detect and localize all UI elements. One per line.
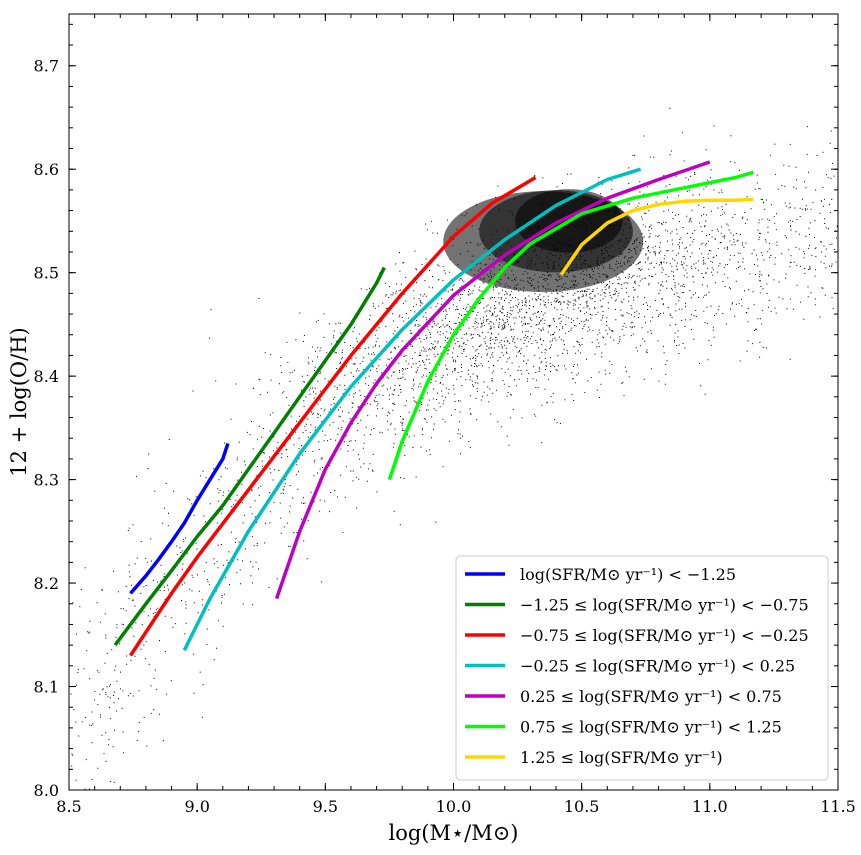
series-line-6: [387, 170, 754, 481]
legend-label: −1.25 ≤ log(SFR/M⊙ yr⁻¹) < −0.75: [520, 596, 809, 615]
y-tick-label: 8.5: [34, 264, 59, 283]
x-tick-label: 10.0: [436, 797, 472, 816]
y-tick-label: 8.3: [34, 471, 59, 490]
x-tick-label: 11.0: [692, 797, 728, 816]
x-tick-label: 8.5: [56, 797, 81, 816]
legend-label: log(SFR/M⊙ yr⁻¹) < −1.25: [520, 565, 736, 584]
x-tick-label: 11.5: [820, 797, 856, 816]
series-line-4: [182, 167, 642, 652]
legend-label: 1.25 ≤ log(SFR/M⊙ yr⁻¹): [520, 748, 723, 767]
series-line-3: [129, 175, 537, 657]
series-line-7: [559, 197, 754, 276]
legend-label: −0.75 ≤ log(SFR/M⊙ yr⁻¹) < −0.25: [520, 626, 809, 645]
legend: log(SFR/M⊙ yr⁻¹) < −1.25 −1.25 ≤ log(SFR/…: [455, 555, 829, 781]
legend-box: [455, 555, 829, 781]
legend-label: 0.25 ≤ log(SFR/M⊙ yr⁻¹) < 0.75: [520, 687, 782, 706]
y-tick-label: 8.0: [34, 781, 59, 800]
y-tick-label: 8.2: [34, 574, 59, 593]
series-line-5: [274, 160, 711, 600]
y-tick-label: 8.7: [34, 57, 59, 76]
x-tick-label: 9.5: [313, 797, 338, 816]
y-tick-label: 8.1: [34, 678, 59, 697]
axis-ticks: 8.5 9.0 9.5 10.0 10.5 11.0 11.5 8.0 8.1 8.2 8.3 8.4…: [34, 14, 856, 816]
series-line-2: [113, 266, 386, 647]
y-tick-label: 8.6: [34, 160, 59, 179]
y-axis-title: 12 + log(O/H): [7, 327, 31, 476]
legend-label: −0.25 ≤ log(SFR/M⊙ yr⁻¹) < 0.25: [520, 657, 795, 676]
legend-label: 0.75 ≤ log(SFR/M⊙ yr⁻¹) < 1.25: [520, 718, 782, 737]
series-lines: [113, 160, 754, 657]
series-line-1: [129, 442, 230, 595]
x-tick-label: 10.5: [564, 797, 600, 816]
y-tick-label: 8.4: [34, 367, 59, 386]
x-axis-title: log(M⋆/M⊙): [388, 821, 518, 845]
x-tick-label: 9.0: [184, 797, 209, 816]
